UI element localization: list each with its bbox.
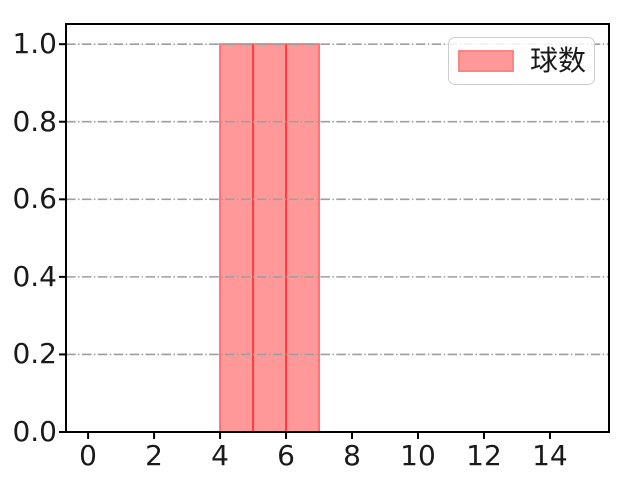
legend: 球数 — [448, 37, 595, 85]
histogram-bar — [252, 43, 288, 434]
x-tick-label: 0 — [79, 439, 97, 472]
y-tick-label: 0.4 — [12, 259, 57, 293]
x-tick-label: 6 — [277, 439, 295, 472]
y-tick-label: 0.6 — [12, 182, 57, 216]
x-tick-label: 4 — [211, 439, 229, 472]
x-tick-label: 8 — [343, 439, 361, 472]
y-tick-label: 0.2 — [12, 337, 57, 371]
histogram-bar — [219, 43, 255, 434]
y-tick-label: 0.0 — [12, 415, 57, 448]
x-tick-label: 12 — [466, 439, 502, 472]
y-tick-label: 0.8 — [12, 104, 57, 138]
histogram-bar — [285, 43, 321, 434]
x-tick-label: 14 — [532, 439, 568, 472]
legend-swatch-icon — [458, 50, 514, 72]
y-tick-label: 1.0 — [12, 27, 57, 61]
axes-border — [65, 23, 610, 433]
x-tick-label: 2 — [145, 439, 163, 472]
legend-label: 球数 — [530, 44, 587, 77]
x-tick-label: 10 — [400, 439, 436, 472]
